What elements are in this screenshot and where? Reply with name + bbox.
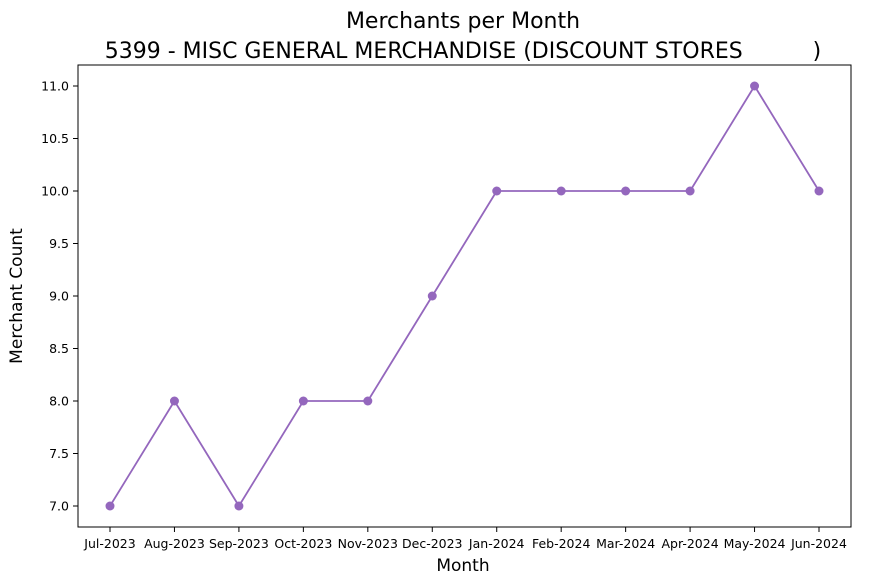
chart-subtitle: 5399 - MISC GENERAL MERCHANDISE (DISCOUN…	[105, 39, 822, 64]
x-tick-label: May-2024	[724, 536, 786, 551]
x-tick-label: Aug-2023	[144, 536, 205, 551]
x-tick-label: Oct-2023	[274, 536, 332, 551]
x-tick-label: Dec-2023	[402, 536, 463, 551]
y-tick-label: 11.0	[41, 79, 69, 94]
x-tick-label: Jan-2024	[468, 536, 525, 551]
y-axis-label: Merchant Count	[7, 228, 27, 364]
plot-frame	[77, 64, 852, 528]
x-tick-label: Jul-2023	[83, 536, 135, 551]
y-tick-label: 9.5	[49, 236, 69, 251]
x-tick-label: Sep-2023	[209, 536, 269, 551]
data-point	[814, 186, 824, 196]
y-tick-label: 7.5	[49, 446, 69, 461]
x-tick-label: Apr-2024	[662, 536, 719, 551]
data-point	[427, 291, 437, 301]
y-tick-label: 9.0	[49, 289, 69, 304]
x-tick-label: Jun-2024	[790, 536, 847, 551]
data-point	[685, 186, 695, 196]
chart-title: Merchants per Month	[346, 9, 580, 34]
y-tick-label: 10.5	[41, 131, 69, 146]
y-tick-label: 7.0	[49, 499, 69, 514]
data-point	[105, 501, 115, 511]
data-point	[234, 501, 244, 511]
x-tick-label: Feb-2024	[532, 536, 591, 551]
x-axis: Jul-2023 Aug-2023 Sep-2023 Oct-2023 Nov-2023…	[83, 527, 847, 551]
y-axis: 7.0 7.5 8.0 8.5 9.0 9.5 10.0 10.5 11.0	[41, 79, 78, 514]
y-tick-label: 8.5	[49, 341, 69, 356]
series-layer	[105, 81, 824, 511]
y-tick-label: 10.0	[41, 184, 69, 199]
data-point	[363, 396, 373, 406]
data-point	[298, 396, 308, 406]
y-tick-label: 8.0	[49, 394, 69, 409]
x-tick-label: Nov-2023	[338, 536, 398, 551]
data-point	[169, 396, 179, 406]
x-axis-label: Month	[436, 556, 489, 576]
data-point	[750, 81, 760, 91]
data-point	[492, 186, 502, 196]
data-point	[556, 186, 566, 196]
x-tick-label: Mar-2024	[596, 536, 655, 551]
series-line	[109, 85, 820, 507]
data-point	[621, 186, 631, 196]
